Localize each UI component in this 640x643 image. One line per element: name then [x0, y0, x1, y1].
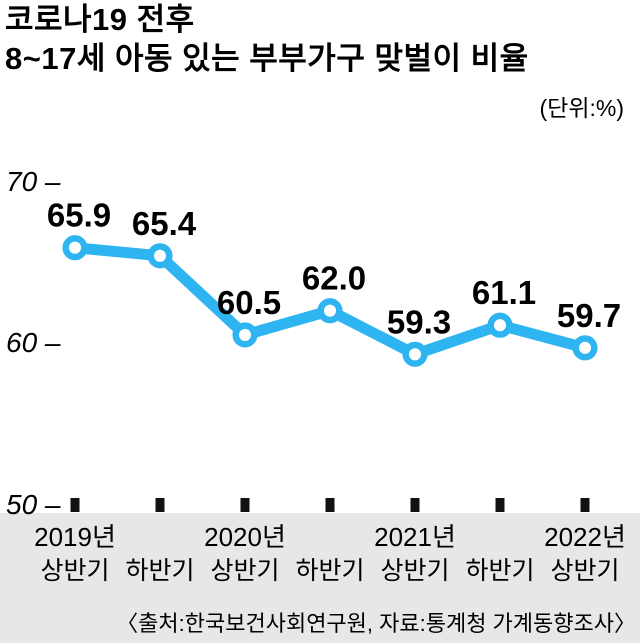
x-axis-tick-mark [325, 498, 335, 512]
y-axis-tick-label: 50 – [6, 488, 61, 520]
chart-title-line2: 8~17세 아동 있는 부부가구 맞벌이 비율 [5, 41, 529, 76]
data-point-marker [62, 235, 88, 261]
x-axis-half-period-label: 상반기 [550, 557, 620, 585]
x-axis-half-period-label: 하반기 [125, 557, 195, 585]
data-value-label: 62.0 [302, 260, 366, 297]
x-axis-year-label: 2020년 [204, 522, 286, 552]
x-axis-background-band [0, 513, 640, 643]
x-axis-year-label: 2022년 [544, 522, 626, 552]
data-value-label: 65.4 [132, 205, 197, 242]
x-axis-half-period-label: 하반기 [295, 557, 365, 585]
x-axis-half-period-label: 하반기 [465, 557, 535, 585]
x-axis-tick-mark [580, 498, 590, 512]
x-axis-tick-mark [70, 498, 80, 512]
x-axis-half-period-label: 상반기 [210, 557, 280, 585]
data-value-label: 59.7 [557, 297, 621, 334]
x-axis-year-label: 2019년 [34, 522, 116, 552]
data-value-label: 65.9 [47, 197, 111, 234]
x-axis-year-label: 2021년 [374, 522, 456, 552]
data-point-marker [232, 322, 258, 348]
y-axis-tick-label: 70 – [6, 165, 61, 197]
source-caption: 〈출처:한국보건사회연구원, 자료:통계청 가계동향조사〉 [116, 611, 636, 636]
data-point-marker [572, 335, 598, 361]
x-axis-half-period-label: 상반기 [380, 557, 450, 585]
x-axis-tick-mark [240, 498, 250, 512]
y-axis-tick-label: 60 – [6, 327, 61, 358]
unit-label: (단위:%) [539, 95, 624, 121]
line-chart-plot: 65.9 65.4 60.5 62.0 59.3 61.1 59.7 [47, 197, 621, 512]
data-value-label: 60.5 [217, 284, 281, 321]
data-point-marker [317, 298, 343, 324]
x-axis-half-period-label: 상반기 [40, 557, 110, 585]
x-axis-tick-mark [410, 498, 420, 512]
data-value-label: 61.1 [472, 274, 536, 311]
data-point-marker [487, 312, 513, 338]
data-value-label: 59.3 [387, 303, 451, 340]
data-point-marker [402, 341, 428, 367]
data-point-marker [147, 243, 173, 269]
chart-title-line1: 코로나19 전후 [5, 2, 195, 37]
x-axis-tick-mark [495, 498, 505, 512]
x-axis-tick-mark [155, 498, 165, 512]
